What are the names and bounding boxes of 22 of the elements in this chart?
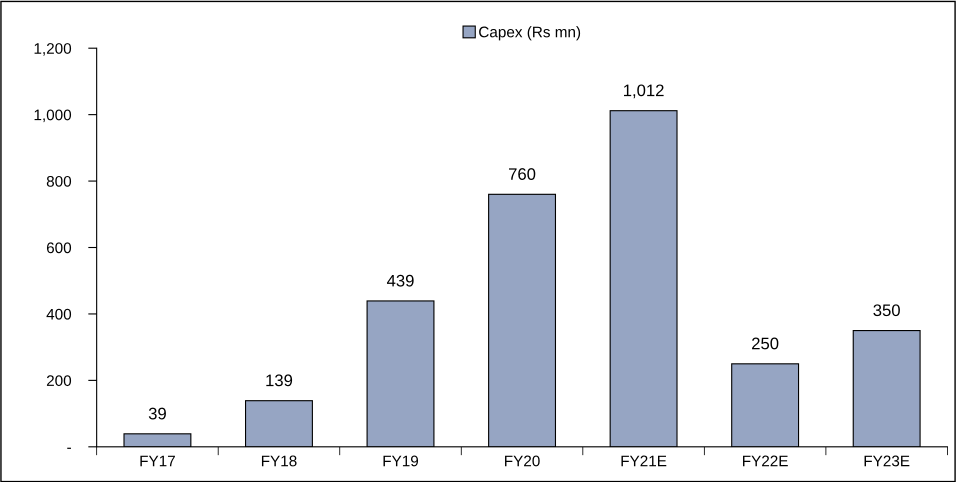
x-tick-label: FY21E — [621, 456, 666, 466]
data-label: 439 — [386, 274, 414, 287]
y-tick-label: 1,000 — [34, 110, 72, 122]
data-label: 250 — [752, 338, 778, 350]
data-label: 1,012 — [624, 84, 664, 98]
data-label: 350 — [873, 304, 900, 316]
y-tick-label: 600 — [46, 242, 72, 254]
data-label: 39 — [148, 408, 166, 420]
x-tick-label: FY23E — [864, 456, 910, 466]
y-tick-label: 200 — [46, 375, 72, 386]
x-tick-label: FY18 — [262, 456, 297, 466]
y-tick-label: - — [67, 448, 71, 449]
x-tick-label: FY22E — [743, 456, 788, 466]
x-tick-label: FY20 — [505, 456, 540, 466]
data-label: 139 — [266, 374, 292, 386]
legend-label: Capex (Rs mn) — [479, 26, 580, 40]
y-tick-label: 400 — [46, 308, 72, 320]
data-label: 760 — [508, 168, 536, 180]
x-tick-label: FY17 — [140, 456, 175, 466]
y-tick-label: 800 — [46, 176, 72, 187]
y-tick-label: 1,200 — [34, 43, 72, 56]
x-tick-label: FY19 — [384, 456, 418, 466]
